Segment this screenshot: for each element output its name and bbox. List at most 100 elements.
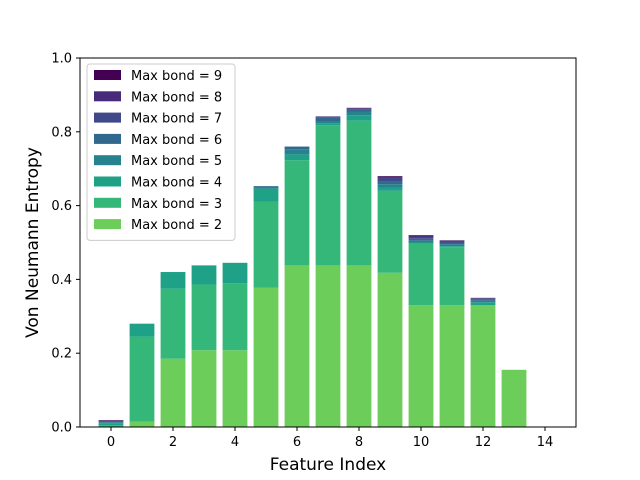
legend-swatch [94,133,121,144]
bar-segment-9-series-7 [377,176,403,177]
bar-segment-6-series-3 [284,149,310,155]
legend-swatch [94,70,121,80]
x-tick-label: 10 [413,435,430,450]
bar-segment-8-series-0 [346,265,372,427]
bar-segment-7-series-4 [315,117,341,122]
bar-segment-5-series-3 [253,186,279,189]
legend-swatch [94,197,121,208]
bar-segment-2-series-2 [160,272,186,289]
bar-segment-1-series-0 [129,421,155,427]
y-tick-label: 0.4 [51,273,72,288]
legend-swatch [94,219,121,230]
bar-segment-3-series-1 [191,284,217,351]
bar-segment-12-series-5 [470,298,496,300]
legend-entry-label: Max bond = 7 [131,112,222,127]
bar-segment-1-series-2 [129,323,155,337]
bar-segment-10-series-2 [408,242,434,244]
bar-segment-10-series-1 [408,243,434,306]
y-tick-label: 0.2 [51,347,72,362]
legend-entry-label: Max bond = 2 [131,218,222,233]
bar-segment-9-series-2 [377,187,403,191]
bar-segment-9-series-6 [377,176,403,178]
bar-segment-11-series-2 [439,246,465,248]
y-axis-label: Von Neumann Entropy [23,147,43,338]
bar-segment-6-series-4 [284,146,310,150]
bar-segment-10-series-0 [408,305,434,427]
y-tick-label: 0.8 [51,125,72,140]
bar-segment-3-series-2 [191,265,217,285]
bar-segment-9-series-4 [377,181,403,185]
bar-segment-5-series-2 [253,188,279,202]
bar-segment-0-series-1 [98,425,124,427]
legend-entry-label: Max bond = 9 [131,69,222,84]
axes-group: 0 2 4 6 8 10 12 14 0.0 0.2 0.4 0.6 0.8 1.0 [51,52,577,450]
bar-segment-3-series-0 [191,350,217,427]
bar-segment-8-series-1 [346,120,372,266]
bar-segment-11-series-4 [439,242,465,245]
y-tick-label: 0.6 [51,199,72,214]
legend-swatch [94,176,121,187]
bar-segment-5-series-1 [253,201,279,288]
legend-entry-label: Max bond = 5 [131,154,222,169]
bar-segment-9-series-5 [377,177,403,182]
bar-segment-8-series-5 [346,108,372,110]
bar-segment-6-series-1 [284,160,310,266]
bar-segment-12-series-3 [470,300,496,303]
bar-segment-10-series-4 [408,238,434,241]
x-tick-label: 12 [475,435,492,450]
legend-swatch [94,91,121,102]
x-tick-label: 2 [169,435,177,450]
bar-segment-6-series-2 [284,154,310,161]
bar-segment-8-series-6 [346,108,372,109]
axes-frame [79,57,577,428]
bar-segment-7-series-2 [315,123,341,126]
bar-segment-1-series-1 [129,336,155,422]
bar-segment-11-series-3 [439,244,465,247]
bar-segment-10-series-5 [408,236,434,239]
bar-segment-9-series-3 [377,184,403,188]
bar-segment-5-series-4 [253,186,279,187]
bar-segment-7-series-5 [315,116,341,118]
legend-swatch [94,155,121,166]
bar-segment-5-series-0 [253,287,279,427]
bar-segment-12-series-4 [470,299,496,301]
bar-segment-7-series-3 [315,121,341,124]
bars-group [98,107,527,427]
bar-segment-8-series-3 [346,111,372,116]
bar-segment-12-series-0 [470,305,496,427]
bar-segment-4-series-1 [222,283,248,351]
legend-frame [86,63,236,241]
x-tick-label: 8 [355,435,363,450]
bar-segment-2-series-1 [160,288,186,359]
bar-segment-7-series-1 [315,125,341,266]
y-tick-label: 0.0 [51,421,72,436]
y-tick-label: 1.0 [51,52,72,67]
legend: Max bond = 9 Max bond = 8 Max bond = 7 Max … [86,63,236,241]
legend-entry-label: Max bond = 3 [131,197,222,212]
bar-segment-4-series-0 [222,350,248,427]
bar-segment-9-series-1 [377,190,403,273]
bar-segment-10-series-3 [408,240,434,243]
bar-segment-0-series-4 [98,421,124,423]
bar-segment-12-series-2 [470,302,496,306]
legend-entry-label: Max bond = 8 [131,90,222,105]
x-axis-label: Feature Index [270,455,386,475]
x-tick-label: 4 [231,435,239,450]
x-tick-label: 14 [537,435,554,450]
x-tick-label: 0 [107,435,115,450]
bar-segment-9-series-0 [377,272,403,427]
bar-segment-10-series-6 [408,235,434,237]
bar-segment-8-series-4 [346,109,372,112]
bar-segment-6-series-0 [284,265,310,427]
bar-segment-0-series-5 [98,420,124,422]
legend-entry-label: Max bond = 4 [131,176,222,191]
bar-segment-11-series-5 [439,241,465,243]
bar-segment-13-series-0 [501,369,527,427]
bar-segment-8-series-2 [346,115,372,121]
bar-segment-4-series-2 [222,262,248,284]
bar-segment-11-series-1 [439,247,465,306]
bar-segment-0-series-3 [98,422,124,424]
bar-segment-11-series-0 [439,305,465,427]
x-tick-label: 6 [293,435,301,450]
